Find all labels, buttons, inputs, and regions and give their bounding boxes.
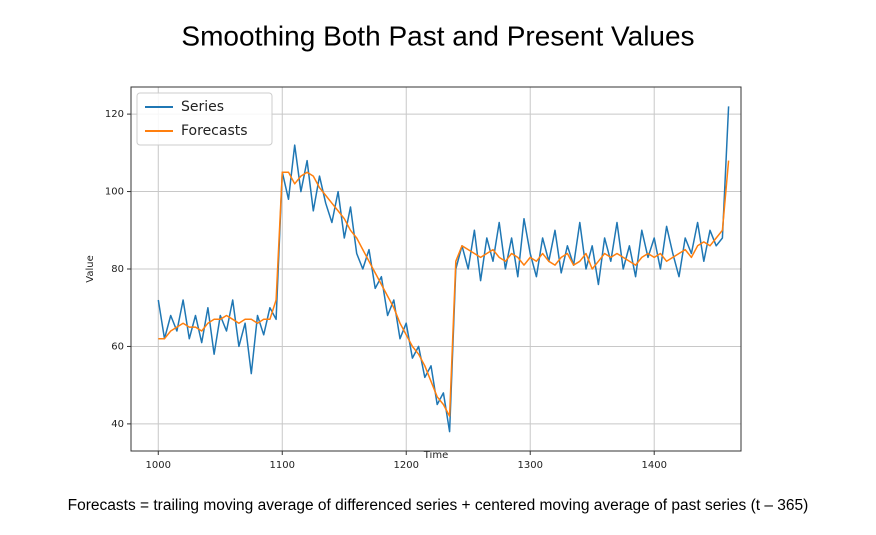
y-tick-label: 40	[111, 419, 124, 430]
plot-frame	[130, 86, 742, 452]
series-line	[158, 160, 730, 417]
y-tick-label: 120	[105, 109, 124, 120]
y-axis-label: Value	[85, 255, 96, 282]
x-tick-label: 1300	[518, 460, 543, 471]
y-tick-label: 80	[111, 264, 124, 275]
chart-title: Smoothing Both Past and Present Values	[181, 20, 694, 51]
x-tick-label: 1200	[394, 460, 419, 471]
y-tick-label: 60	[111, 341, 124, 352]
x-tick-label: 1100	[270, 460, 295, 471]
legend-label: Series	[181, 99, 224, 115]
footnote: Forecasts = trailing moving average of d…	[68, 497, 809, 514]
x-axis-label: Time	[423, 450, 448, 461]
series-line	[157, 106, 730, 433]
y-tick-label: 100	[105, 187, 124, 198]
legend-label: Forecasts	[181, 123, 248, 139]
x-tick-label: 1400	[641, 460, 666, 471]
x-tick-label: 1000	[146, 460, 171, 471]
